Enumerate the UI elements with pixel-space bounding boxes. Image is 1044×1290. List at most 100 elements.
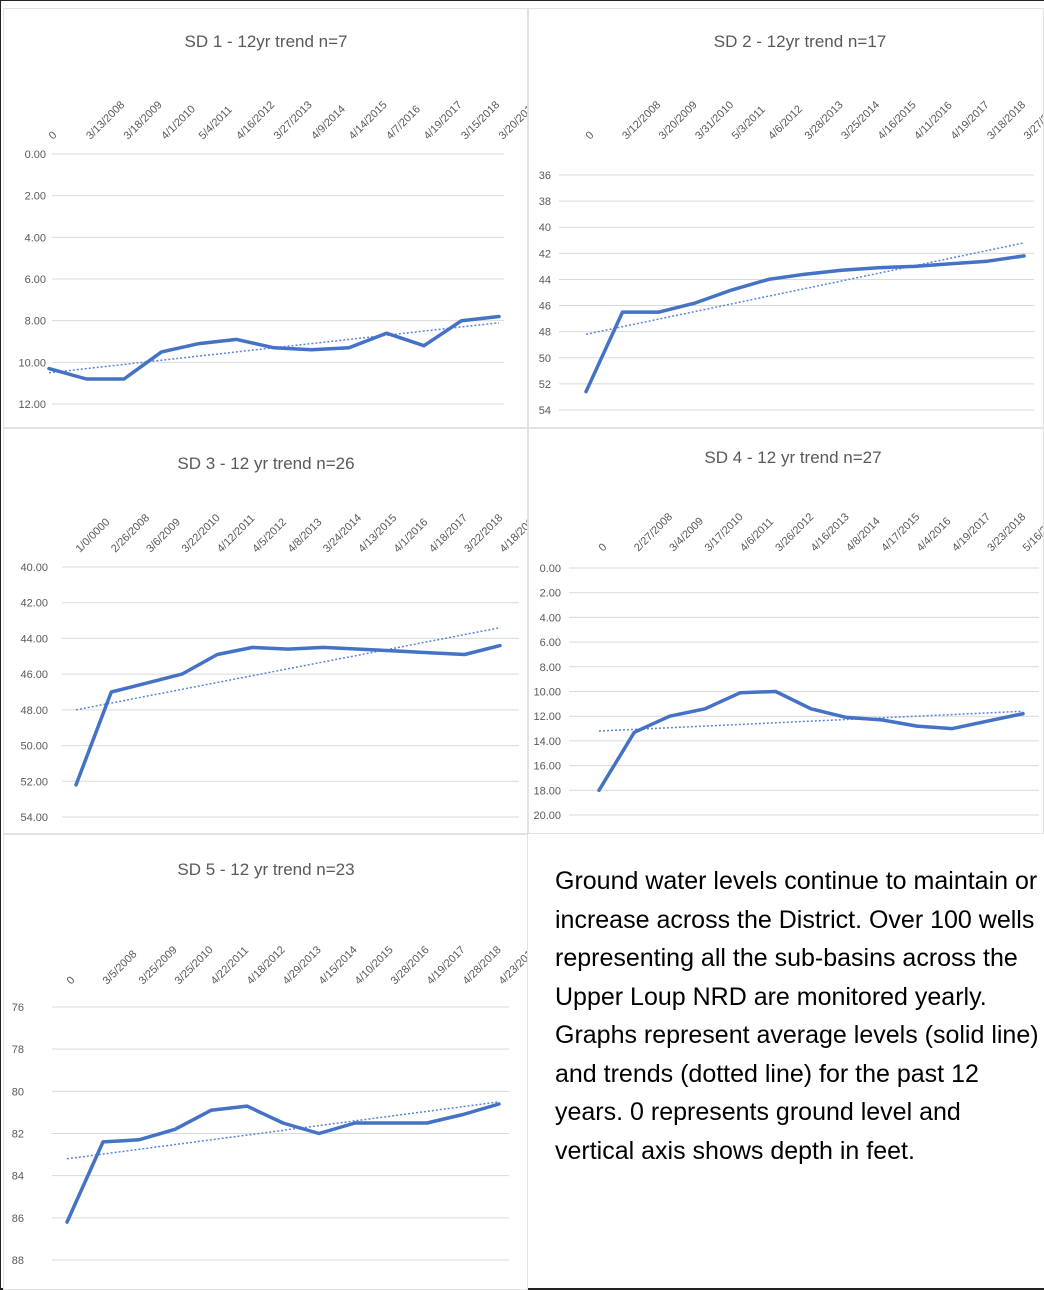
y-tick-label: 42: [539, 248, 551, 260]
y-tick-label: 0.00: [540, 563, 561, 575]
y-tick-label: 54: [539, 405, 551, 417]
x-tick-label: 4/1/2010: [159, 103, 198, 142]
y-tick-label: 12.00: [533, 711, 561, 723]
y-tick-label: 52.00: [20, 776, 48, 788]
y-tick-label: 86: [12, 1213, 24, 1225]
y-tick-label: 84: [12, 1171, 24, 1183]
y-tick-label: 6.00: [540, 637, 561, 649]
trend-line: [75, 626, 501, 711]
y-tick-label: 2.00: [25, 191, 46, 203]
series-line: [597, 689, 1025, 793]
x-tick-label: 3/18/2018: [985, 99, 1028, 142]
y-tick-label: 40: [539, 222, 551, 234]
x-tick-label: 3/20/2019: [497, 99, 528, 142]
y-tick-label: 44: [539, 274, 551, 286]
chart-svg-sd1: SD 1 - 12yr trend n=7 0.00 2.00 4.00 6.00 8.0…: [18, 32, 528, 411]
description-text: Ground water levels continue to maintain…: [555, 867, 1039, 1165]
trend-line: [598, 710, 1024, 732]
x-tick-label: 4/6/2012: [766, 103, 805, 142]
y-tick-label: 80: [12, 1086, 24, 1098]
x-tick-label: 4/29/2013: [281, 944, 324, 987]
chart-title: SD 1 - 12yr trend n=7: [184, 32, 347, 51]
x-tick-label: 4/14/2015: [347, 99, 390, 142]
chart-title: SD 5 - 12 yr trend n=23: [177, 860, 354, 879]
x-tick-label: 3/20/2009: [657, 99, 700, 142]
y-tick-label: 8.00: [25, 316, 46, 328]
y-tick-label: 38: [539, 196, 551, 208]
x-tick-label: 4/16/2012: [234, 99, 277, 142]
trend-line: [66, 1101, 500, 1160]
x-tick-label: 5/4/2011: [197, 104, 235, 142]
x-tick-label: 3/12/2008: [620, 99, 663, 142]
y-tick-label: 4.00: [540, 612, 561, 624]
x-tick-label: 5/3/2011: [730, 104, 768, 142]
y-tick-label: 18.00: [533, 785, 561, 797]
trend-line: [48, 322, 500, 374]
y-tick-label: 12.00: [18, 399, 46, 411]
x-tick-label: 3/28/2013: [803, 99, 846, 142]
y-tick-label: 14.00: [533, 736, 561, 748]
chart-svg-sd3: SD 3 - 12 yr trend n=26 40.00 42.00 44.00 46…: [20, 454, 527, 824]
y-tick-label: 78: [12, 1044, 24, 1056]
x-tick-label: 3/25/2009: [137, 944, 180, 987]
y-tick-label: 2.00: [540, 588, 561, 600]
x-tick-label: 3/28/2016: [389, 944, 432, 987]
y-tick-label: 50.00: [20, 741, 48, 753]
x-tick-label: 4/7/2016: [384, 103, 423, 142]
series-line: [74, 643, 502, 787]
x-tick-label: 4/10/2015: [353, 944, 396, 987]
x-tick-label: 0: [584, 129, 597, 142]
y-tick-label: 82: [12, 1129, 24, 1141]
x-tick-label: 3/27/2013: [272, 99, 315, 142]
y-tick-label: 44.00: [20, 633, 48, 645]
y-tick-label: 48: [539, 327, 551, 339]
chart-svg-sd4: SD 4 - 12 yr trend n=27 0.00 2.00 4.00 6.00 8…: [533, 448, 1043, 822]
y-tick-label: 16.00: [533, 761, 561, 773]
y-tick-label: 6.00: [25, 274, 46, 286]
x-tick-label: 4/9/2014: [309, 103, 348, 142]
y-tick-label: 76: [12, 1002, 24, 1014]
x-tick-label: 4/19/2017: [949, 99, 992, 142]
x-tick-label: 3/15/2018: [459, 99, 502, 142]
chart-title: SD 3 - 12 yr trend n=26: [177, 454, 354, 473]
chart-svg-sd2: SD 2 - 12yr trend n=17 36 38 40 42 44 46 48 50 52…: [539, 32, 1043, 417]
y-tick-label: 8.00: [540, 662, 561, 674]
x-tick-label: 3/5/2008: [101, 948, 140, 987]
x-tick-label: 4/28/2018: [461, 944, 504, 987]
series-line: [47, 314, 501, 381]
x-tick-label: 4/22/2011: [209, 945, 252, 988]
y-tick-label: 88: [12, 1255, 24, 1267]
x-tick-label: 4/15/2014: [317, 944, 360, 987]
chart-panel-sd3: SD 3 - 12 yr trend n=26 40.00 42.00 44.00 46…: [3, 428, 528, 834]
y-tick-label: 0.00: [25, 149, 46, 161]
y-tick-label: 40.00: [20, 562, 48, 574]
x-tick-label: 3/25/2014: [839, 99, 882, 142]
x-tick-label: 4/11/2016: [912, 100, 955, 143]
x-tick-label: 4/8/2013: [286, 516, 325, 555]
x-tick-label: 4/18/2012: [245, 944, 288, 987]
x-tick-label: 4/19/2017: [425, 944, 468, 987]
y-tick-label: 10.00: [18, 357, 46, 369]
chart-panel-sd2: SD 2 - 12yr trend n=17 36 38 40 42 44 46 48 50 52…: [528, 8, 1044, 428]
y-tick-label: 4.00: [25, 232, 46, 244]
x-tick-label: 4/6/2011: [738, 516, 776, 554]
chart-panel-sd5: SD 5 - 12 yr trend n=23 76 78 80 82 84 86 88 0 3/…: [3, 834, 528, 1290]
y-tick-label: 20.00: [533, 810, 561, 822]
chart-panel-sd1: SD 1 - 12yr trend n=7 0.00 2.00 4.00 6.00 8.0…: [3, 8, 528, 428]
y-tick-label: 54.00: [20, 812, 48, 824]
x-tick-label: 4/16/2015: [876, 99, 919, 142]
chart-svg-sd5: SD 5 - 12 yr trend n=23 76 78 80 82 84 86 88 0 3/…: [12, 860, 527, 1267]
y-tick-label: 46.00: [20, 669, 48, 681]
x-tick-label: 4/19/2017: [422, 99, 465, 142]
x-tick-label: 3/13/2008: [84, 99, 127, 142]
x-tick-label: 1/0/0000: [74, 516, 113, 555]
x-tick-label: 3/18/2009: [122, 99, 165, 142]
series-line: [65, 1102, 501, 1224]
chart-panel-sd4: SD 4 - 12 yr trend n=27 0.00 2.00 4.00 6.00 8…: [528, 428, 1044, 834]
y-tick-label: 48.00: [20, 705, 48, 717]
x-tick-label: 0: [597, 541, 610, 554]
y-tick-label: 46: [539, 301, 551, 313]
chart-title: SD 2 - 12yr trend n=17: [714, 32, 886, 51]
y-tick-label: 42.00: [20, 598, 48, 610]
series-line: [584, 254, 1026, 394]
